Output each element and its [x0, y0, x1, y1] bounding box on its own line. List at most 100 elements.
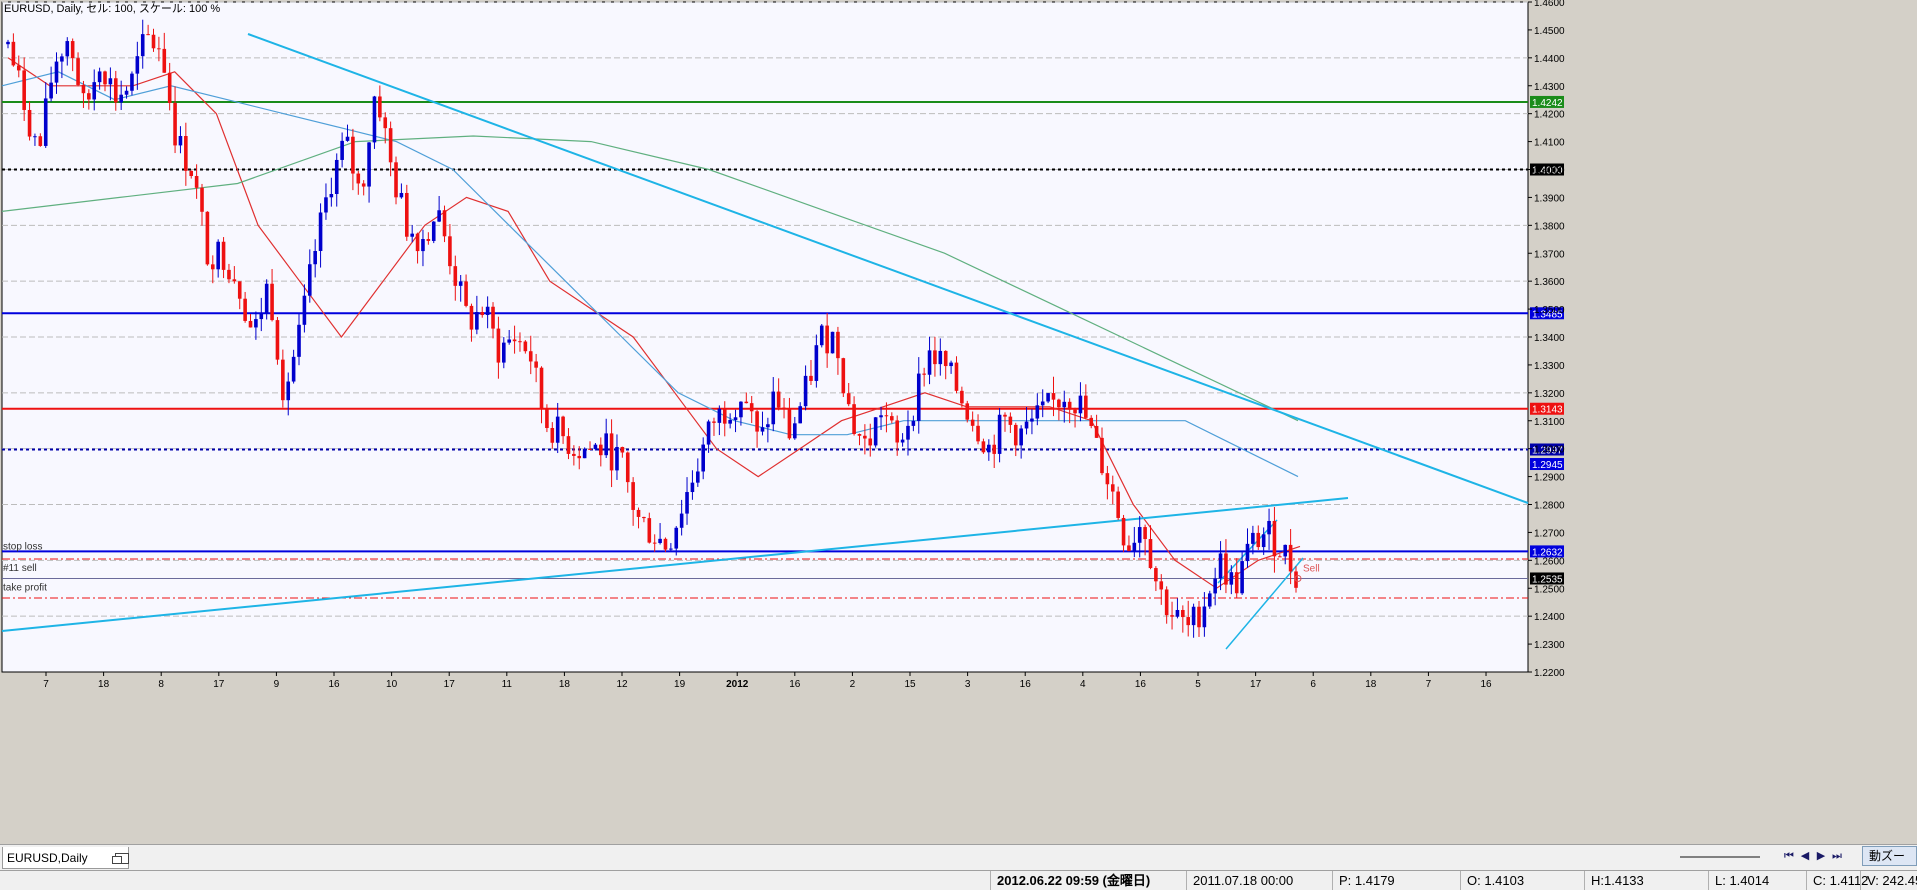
candle-body	[1003, 414, 1007, 417]
price-tag-label: 1.3143	[1532, 405, 1563, 416]
candle-body	[92, 82, 97, 100]
candle-body	[415, 233, 420, 252]
price-tick-label: 1.4500	[1534, 26, 1565, 37]
price-axis: 1.4600 1.4500 1.4400 1.4300 1.4200 1.4100 1.40…	[1528, 0, 1565, 679]
candle-body	[518, 341, 522, 343]
time-tick-label: 6	[1310, 679, 1316, 690]
candle-body	[663, 538, 668, 550]
time-tick-label: 7	[1426, 679, 1432, 690]
status-low: L: 1.4014	[1708, 871, 1806, 890]
candle-body	[609, 433, 614, 471]
candle-body	[458, 281, 463, 286]
candle-body	[987, 444, 991, 453]
candle-body	[1116, 491, 1120, 518]
candle-body	[1197, 606, 1201, 628]
candle-body	[938, 350, 943, 365]
candle-body	[119, 94, 123, 103]
candle-body	[857, 434, 862, 436]
price-tick-label: 1.4200	[1534, 110, 1565, 121]
candle-body	[771, 391, 776, 425]
status-bar: 2012.06.22 09:59 (金曜日) 2011.07.18 00:00 …	[0, 870, 1917, 890]
candle-body	[981, 441, 986, 453]
candle-body	[65, 41, 70, 57]
candle-body	[178, 136, 183, 146]
candle-body	[124, 90, 129, 95]
candle-body	[1073, 409, 1077, 414]
candle-body	[1154, 568, 1158, 582]
scroll-first-icon[interactable]: ⏮	[1784, 850, 1794, 862]
horizontal-scrollbar[interactable]	[1680, 856, 1760, 858]
candle-body	[475, 312, 479, 330]
candle-body	[922, 373, 926, 375]
candle-body	[1132, 542, 1137, 552]
candle-body	[291, 356, 296, 382]
auto-scroll-button[interactable]: 動ズー	[1862, 846, 1917, 866]
status-open: O: 1.4103	[1460, 871, 1584, 890]
candle-body	[879, 415, 883, 418]
candle-body	[329, 194, 334, 198]
candle-body	[38, 136, 43, 146]
candle-body	[135, 56, 140, 74]
candle-body	[1240, 561, 1244, 594]
candle-body	[1019, 428, 1023, 446]
candle-body	[264, 283, 269, 314]
candle-body	[1100, 437, 1104, 474]
candle-body	[140, 34, 145, 57]
scroll-last-icon[interactable]: ⏭	[1832, 850, 1842, 862]
candle-body	[1245, 543, 1250, 562]
candle-body	[162, 48, 167, 73]
price-tick-label: 1.2800	[1534, 501, 1565, 512]
candle-body	[965, 403, 970, 420]
ma-blue-line	[1, 71, 1299, 478]
price-tick-label: 1.4000	[1534, 166, 1565, 177]
tab-eurusd-daily[interactable]: EURUSD,Daily	[2, 847, 129, 869]
price-tag	[1530, 545, 1564, 558]
candle-body	[1175, 609, 1180, 617]
candle-body	[690, 482, 695, 493]
candle-body	[281, 359, 285, 401]
candle-body	[76, 58, 80, 85]
candle-body	[1008, 416, 1013, 425]
scroll-right-icon[interactable]: ▶	[1816, 850, 1826, 862]
price-chart[interactable]: 1.4242 1.4000 1.3485 1.3143 1.2997 1.2945 1.26…	[0, 0, 1917, 844]
chart-tabbar: EURUSD,Daily	[0, 844, 1917, 870]
down-trendline	[247, 33, 1529, 504]
price-tag	[1530, 572, 1564, 585]
candle-body	[642, 516, 646, 519]
candle-body	[1105, 473, 1110, 485]
candle-body	[426, 239, 431, 241]
candle-body	[512, 339, 517, 342]
candle-body	[351, 136, 355, 174]
candle-body	[496, 328, 501, 363]
candle-body	[243, 298, 247, 321]
candle-body	[636, 509, 641, 517]
time-tick-label: 17	[213, 679, 225, 690]
candle-body	[744, 401, 749, 404]
time-tick-label: 12	[616, 679, 628, 690]
candle-body	[895, 420, 900, 443]
candle-body	[313, 250, 317, 265]
window-icon[interactable]	[112, 853, 129, 864]
candle-body	[916, 373, 921, 421]
time-tick-label: 17	[1250, 679, 1262, 690]
price-tag	[1530, 95, 1564, 108]
candle-body	[809, 375, 813, 381]
candle-body	[631, 482, 635, 510]
candle-body	[798, 406, 803, 424]
candle-body	[184, 136, 188, 171]
candle-body	[577, 455, 582, 459]
candle-body	[286, 381, 291, 401]
price-tick-label: 1.4600	[1534, 0, 1565, 9]
candle-body	[361, 183, 366, 187]
candle-body	[1110, 484, 1115, 492]
candle-body	[1051, 393, 1056, 400]
candle-body	[49, 82, 53, 99]
price-tick-label: 1.4300	[1534, 82, 1565, 93]
candle-body	[884, 415, 889, 417]
price-tick-label: 1.3600	[1534, 277, 1565, 288]
candle-body	[367, 142, 371, 187]
scroll-left-icon[interactable]: ◀	[1800, 850, 1810, 862]
time-tick-label: 16	[328, 679, 340, 690]
time-tick-label: 8	[158, 679, 164, 690]
candle-body	[760, 427, 765, 432]
